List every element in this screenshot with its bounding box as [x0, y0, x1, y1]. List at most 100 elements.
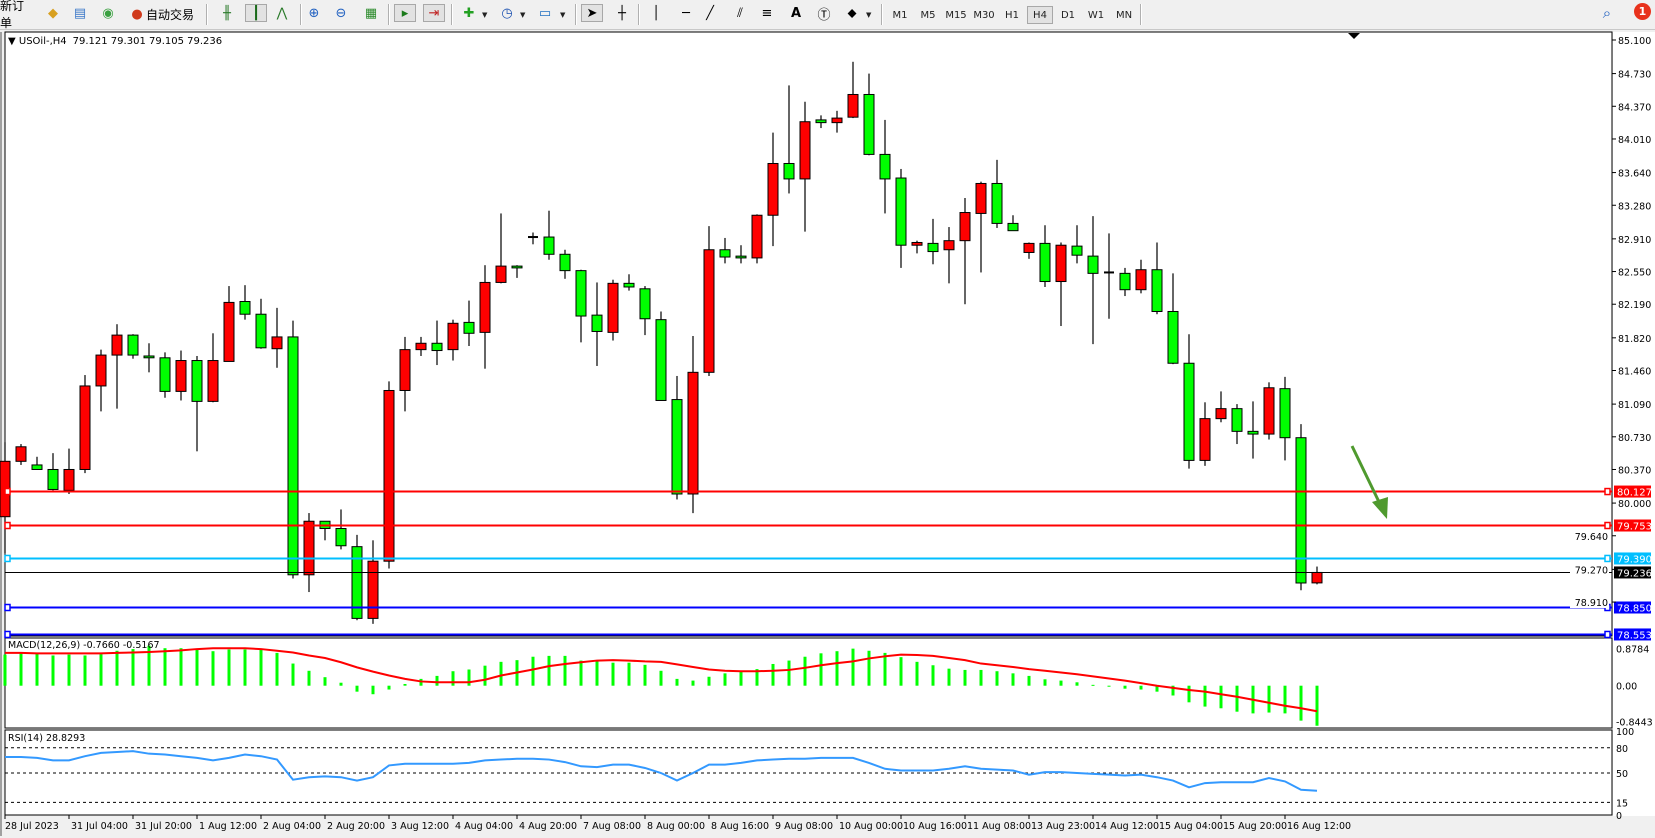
text-label-icon[interactable]: Ⓣ [817, 7, 831, 23]
down-arrow-annotation[interactable] [1350, 445, 1388, 519]
candle-body [15, 446, 27, 462]
candle-body [47, 468, 59, 490]
candle [959, 197, 971, 305]
chart-shift-marker-icon[interactable] [1348, 33, 1360, 39]
cursor-icon[interactable]: ➤ [581, 4, 603, 22]
candle [335, 509, 347, 550]
vertical-line-icon[interactable]: │ [652, 5, 660, 21]
chevron-down-icon[interactable]: ▼ [482, 11, 488, 19]
candle [1055, 242, 1067, 327]
zoom-in-icon[interactable]: ⊕ [308, 5, 320, 21]
tile-windows-icon[interactable]: ▦ [364, 5, 378, 21]
candle-body [559, 253, 571, 272]
chevron-down-icon[interactable]: ▼ [866, 11, 872, 19]
timeframe-d1[interactable]: D1 [1060, 9, 1076, 21]
price-level-line[interactable]: 79.753 [4, 519, 1652, 533]
new-chart-icon[interactable]: ✚ [463, 5, 475, 21]
candle-body [383, 389, 395, 562]
new-order-button[interactable]: 新订单 [0, 0, 34, 30]
macd-pane[interactable] [4, 637, 1613, 729]
level-handle [1604, 487, 1611, 496]
timeframe-mn[interactable]: MN [1115, 9, 1133, 21]
candle-body [751, 214, 763, 259]
candle-body [63, 468, 75, 491]
macd-histogram-bar [627, 662, 631, 686]
price-tick-label: 80.370 [1618, 465, 1651, 476]
text-icon[interactable]: A [790, 5, 802, 21]
candle [1104, 233, 1114, 319]
macd-histogram-bar [371, 685, 375, 695]
chevron-down-icon[interactable]: ▼ [560, 11, 566, 19]
candle [191, 355, 203, 452]
candle [1199, 402, 1211, 466]
price-level-line[interactable]: 80.127 [4, 485, 1652, 499]
candle-body [975, 182, 987, 214]
bar-chart-icon[interactable]: ╫ [223, 5, 231, 21]
candle [159, 352, 171, 398]
price-tick-label: 85.100 [1618, 36, 1651, 47]
timeframe-h4[interactable]: H4 [1027, 6, 1053, 24]
time-tick-label: 10 Aug 00:00 [839, 821, 903, 832]
search-icon[interactable]: ⌕ [1602, 4, 1612, 22]
chevron-down-icon[interactable]: ▼ [520, 11, 526, 19]
crosshair-icon[interactable]: ┼ [618, 5, 626, 21]
periods-icon[interactable]: ◷ [501, 5, 513, 21]
price-tick-label-backing [1570, 563, 1609, 576]
zoom-out-icon[interactable]: ⊖ [335, 5, 347, 21]
candle [575, 269, 587, 343]
candle-body [511, 265, 523, 269]
candle-body [1311, 571, 1323, 584]
navigator-icon[interactable]: ▤ [73, 5, 87, 21]
candle-body [303, 520, 315, 576]
time-tick-label: 13 Aug 23:00 [1031, 821, 1095, 832]
candle-body [255, 313, 267, 349]
timeframe-m15[interactable]: M15 [945, 9, 967, 21]
macd-histogram-bar [531, 656, 535, 686]
macd-histogram-bar [19, 653, 23, 686]
candle-body [495, 265, 507, 283]
price-tick-label: 81.090 [1618, 400, 1651, 411]
macd-histogram-bar [1075, 682, 1079, 686]
notification-badge[interactable]: 1 [1634, 3, 1651, 20]
price-level-tag [1614, 552, 1651, 565]
price-tick-label: 84.370 [1618, 102, 1651, 113]
candle [415, 336, 427, 356]
arrows-icon[interactable]: ⬥ [847, 5, 857, 21]
macd-layer [3, 645, 1319, 726]
timeframe-m5[interactable]: M5 [920, 9, 936, 21]
candle-body [1135, 269, 1147, 291]
timeframe-w1[interactable]: W1 [1087, 9, 1105, 21]
price-chart[interactable]: 80.127 79.753 79.390 79.236 78.850 78.553 85.… [0, 30, 1655, 838]
expert-icon[interactable]: ◆ [48, 5, 58, 21]
price-level-line[interactable]: 79.390 [4, 552, 1652, 565]
timeframe-m30[interactable]: M30 [973, 9, 995, 21]
price-level-line[interactable]: 79.236 [5, 566, 1652, 579]
candle-body [447, 322, 459, 351]
timeframe-h1[interactable]: H1 [1005, 9, 1019, 21]
candles-layer [0, 61, 1323, 624]
macd-tick-label: 0.00 [1616, 682, 1637, 693]
fibonacci-icon[interactable]: ≡ [761, 5, 773, 21]
candlestick-icon[interactable]: ┃ [245, 4, 267, 22]
price-tick-label: 82.550 [1618, 268, 1651, 279]
signals-icon[interactable]: ◉ [102, 5, 114, 21]
price-level-label: 78.553 [1617, 630, 1652, 641]
templates-icon[interactable]: ▭ [538, 5, 552, 21]
price-level-line[interactable]: 78.553 [4, 628, 1652, 641]
line-chart-icon[interactable]: ⋀ [276, 5, 288, 21]
candle [511, 265, 523, 278]
candle [1231, 404, 1243, 445]
autoscroll-icon[interactable]: ▸ [394, 4, 416, 22]
rsi-tick-label: 80 [1616, 744, 1628, 755]
auto-trading-button[interactable]: ● 自动交易 [126, 4, 196, 24]
chart-shift-icon[interactable]: ⇥ [423, 4, 445, 22]
level-handle [4, 554, 11, 563]
macd-histogram-bar [83, 655, 87, 686]
timeframe-m1[interactable]: M1 [892, 9, 908, 21]
candle [1135, 259, 1147, 294]
trendline-icon[interactable]: ╱ [706, 5, 714, 21]
equidistant-channel-icon[interactable]: ⫽ [737, 5, 743, 21]
price-level-tag [1614, 601, 1651, 614]
macd-signal-line [5, 647, 1318, 713]
horizontal-line-icon[interactable]: ─ [682, 5, 690, 21]
